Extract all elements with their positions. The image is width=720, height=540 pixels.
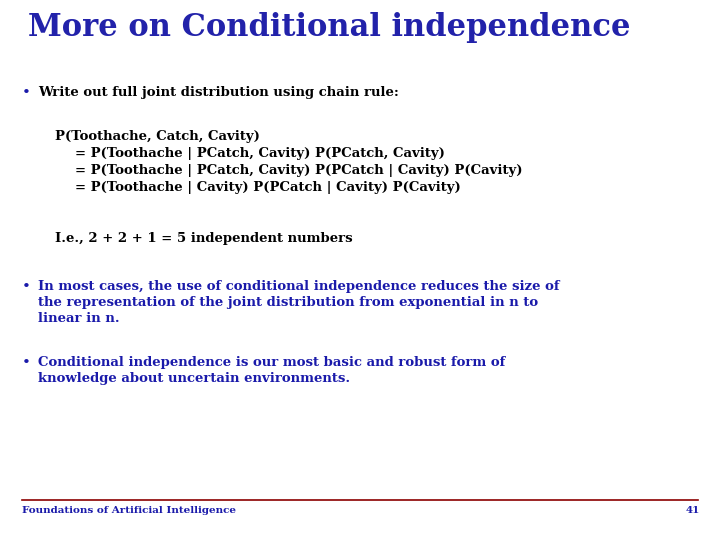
Text: knowledge about uncertain environments.: knowledge about uncertain environments. — [38, 372, 350, 385]
Text: the representation of the joint distribution from exponential in n to: the representation of the joint distribu… — [38, 296, 538, 309]
Text: I.e., 2 + 2 + 1 = 5 independent numbers: I.e., 2 + 2 + 1 = 5 independent numbers — [55, 232, 353, 245]
Text: More on Conditional independence: More on Conditional independence — [28, 12, 631, 43]
Text: Write out full joint distribution using chain rule:: Write out full joint distribution using … — [38, 86, 399, 99]
Text: Foundations of Artificial Intelligence: Foundations of Artificial Intelligence — [22, 506, 236, 515]
Text: Conditional independence is our most basic and robust form of: Conditional independence is our most bas… — [38, 356, 505, 369]
Text: •: • — [22, 280, 31, 294]
Text: •: • — [22, 356, 31, 370]
Text: = P(Toothache | PCatch, Cavity) P(PCatch, Cavity): = P(Toothache | PCatch, Cavity) P(PCatch… — [75, 147, 445, 160]
Text: = P(Toothache | Cavity) P(PCatch | Cavity) P(Cavity): = P(Toothache | Cavity) P(PCatch | Cavit… — [75, 181, 461, 194]
Text: linear in n.: linear in n. — [38, 312, 120, 325]
Text: In most cases, the use of conditional independence reduces the size of: In most cases, the use of conditional in… — [38, 280, 559, 293]
Text: P(Toothache, Catch, Cavity): P(Toothache, Catch, Cavity) — [55, 130, 260, 143]
Text: •: • — [22, 86, 31, 100]
Text: 41: 41 — [685, 506, 700, 515]
Text: = P(Toothache | PCatch, Cavity) P(PCatch | Cavity) P(Cavity): = P(Toothache | PCatch, Cavity) P(PCatch… — [75, 164, 523, 177]
